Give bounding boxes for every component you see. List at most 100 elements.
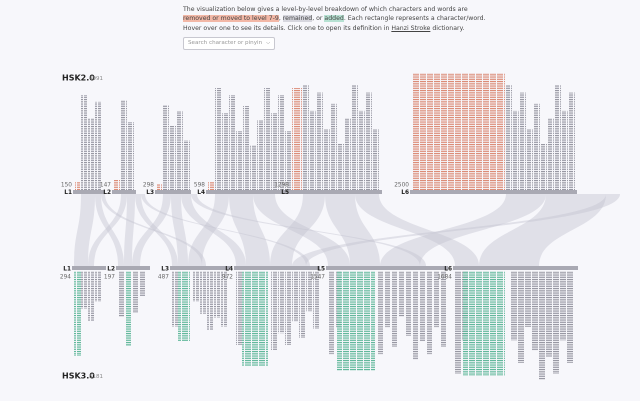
remained-column[interactable] [539, 271, 545, 380]
added-block[interactable] [178, 271, 190, 341]
remained-column[interactable] [412, 271, 418, 360]
flow-band [292, 194, 620, 266]
remained-column[interactable] [328, 271, 334, 355]
remained-column[interactable] [377, 271, 383, 355]
remained-column[interactable] [285, 130, 291, 190]
remained-column[interactable] [352, 85, 358, 190]
remained-column[interactable] [525, 271, 531, 328]
remained-column[interactable] [398, 271, 404, 317]
remained-column[interactable] [384, 271, 390, 328]
removed-block[interactable] [157, 184, 162, 190]
remained-column[interactable] [121, 100, 127, 190]
remained-column[interactable] [193, 271, 199, 302]
remained-column[interactable] [163, 105, 169, 190]
remained-column[interactable] [426, 271, 432, 355]
remained-column[interactable] [278, 95, 284, 190]
added-block[interactable] [242, 271, 268, 366]
remained-column[interactable] [88, 118, 94, 190]
remained-column[interactable] [440, 271, 446, 347]
remained-column[interactable] [331, 103, 337, 190]
remained-column[interactable] [345, 118, 351, 190]
remained-column[interactable] [534, 103, 540, 190]
remained-column[interactable] [229, 95, 235, 190]
added-block[interactable] [463, 271, 505, 376]
remained-column[interactable] [310, 110, 316, 190]
remained-column[interactable] [520, 92, 526, 190]
removed-block[interactable] [75, 182, 80, 190]
remained-column[interactable] [221, 271, 227, 327]
remained-column[interactable] [419, 271, 425, 342]
intro-line: The visualization below gives a level-by… [183, 6, 468, 13]
removed-block[interactable] [208, 182, 214, 190]
remained-column[interactable] [271, 112, 277, 190]
remained-column[interactable] [313, 271, 319, 329]
remained-column[interactable] [207, 271, 213, 330]
remained-column[interactable] [200, 271, 206, 314]
remained-column[interactable] [292, 271, 298, 322]
remained-column[interactable] [95, 101, 101, 190]
removed-block[interactable] [114, 180, 120, 190]
remained-column[interactable] [546, 271, 552, 357]
remained-column[interactable] [391, 271, 397, 347]
remained-column[interactable] [236, 271, 242, 346]
remained-column[interactable] [324, 129, 330, 190]
remained-column[interactable] [222, 112, 228, 190]
remained-column[interactable] [243, 105, 249, 190]
flow-band [141, 194, 310, 266]
remained-column[interactable] [366, 92, 372, 190]
remained-column[interactable] [81, 95, 87, 190]
remained-column[interactable] [170, 125, 176, 190]
remained-column[interactable] [511, 271, 517, 341]
remained-column[interactable] [567, 271, 573, 364]
remained-column[interactable] [257, 120, 263, 190]
remained-column[interactable] [88, 271, 94, 321]
remained-column[interactable] [359, 110, 365, 190]
remained-column[interactable] [373, 129, 379, 190]
remained-column[interactable] [513, 110, 519, 190]
remained-column[interactable] [569, 92, 575, 190]
added-block[interactable] [74, 271, 81, 356]
remained-column[interactable] [306, 271, 312, 312]
remained-column[interactable] [548, 118, 554, 190]
remained-column[interactable] [553, 271, 559, 374]
remained-column[interactable] [236, 130, 242, 190]
remained-column[interactable] [139, 271, 145, 296]
remained-column[interactable] [250, 145, 256, 190]
remained-column[interactable] [264, 88, 270, 190]
remained-column[interactable] [433, 271, 439, 328]
remained-column[interactable] [338, 143, 344, 190]
remained-column[interactable] [527, 129, 533, 190]
remained-column[interactable] [285, 271, 291, 346]
remained-column[interactable] [184, 140, 190, 190]
remained-column[interactable] [317, 92, 323, 190]
remained-column[interactable] [303, 85, 309, 190]
remained-column[interactable] [172, 271, 178, 327]
remained-column[interactable] [214, 271, 220, 318]
remained-column[interactable] [560, 271, 566, 341]
remained-column[interactable] [128, 122, 134, 190]
remained-column[interactable] [215, 88, 221, 190]
remained-column[interactable] [532, 271, 538, 351]
added-block[interactable] [337, 271, 375, 371]
removed-block[interactable] [412, 73, 505, 190]
added-block[interactable] [125, 271, 131, 346]
remained-column[interactable] [555, 85, 561, 190]
removed-block[interactable] [292, 88, 302, 190]
remained-column[interactable] [81, 271, 87, 309]
flow-band [188, 194, 229, 266]
remained-column[interactable] [271, 271, 277, 350]
remained-column[interactable] [518, 271, 524, 364]
remained-column[interactable] [278, 271, 284, 334]
remained-column[interactable] [177, 110, 183, 190]
dictionary-link[interactable]: Hanzi Stroke [391, 24, 431, 32]
remained-column[interactable] [118, 271, 124, 317]
remained-column[interactable] [562, 110, 568, 190]
remained-column[interactable] [299, 271, 305, 338]
remained-column[interactable] [506, 85, 512, 190]
remained-column[interactable] [95, 271, 101, 302]
remained-column[interactable] [541, 143, 547, 190]
remained-column[interactable] [405, 271, 411, 336]
search-box[interactable]: Search character or pinyin ⌵ [183, 37, 275, 50]
remained-column[interactable] [132, 271, 138, 313]
remained-column[interactable] [455, 271, 461, 374]
